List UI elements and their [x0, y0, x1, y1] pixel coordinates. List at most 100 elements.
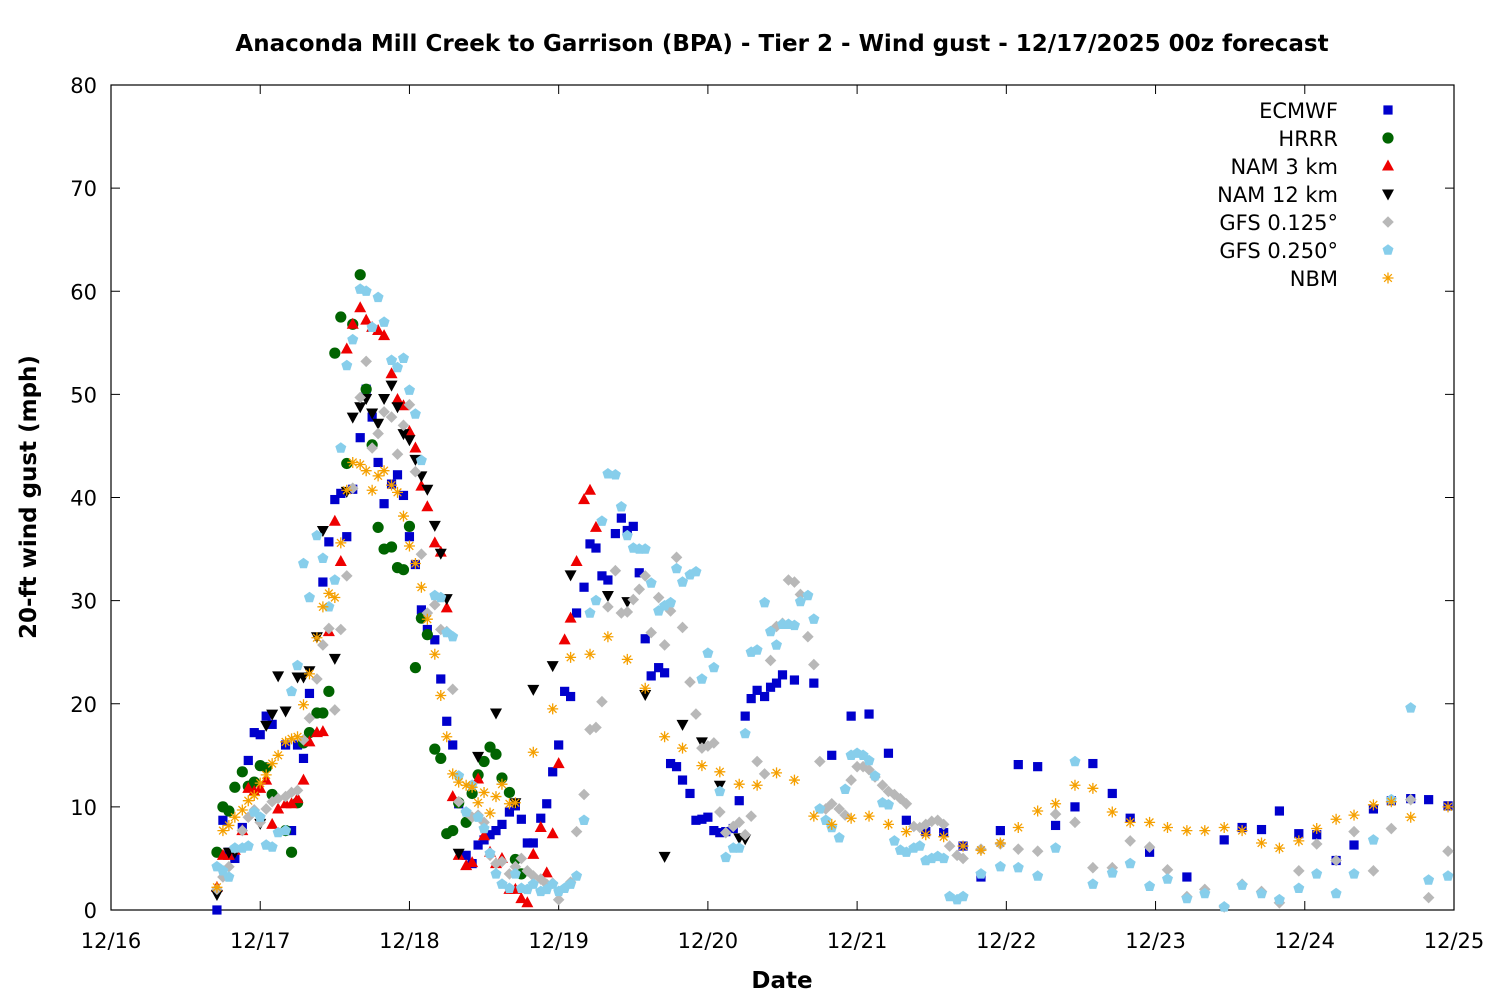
data-point	[304, 688, 315, 699]
data-point	[1442, 845, 1454, 858]
data-point	[391, 402, 404, 414]
data-point	[434, 548, 447, 560]
data-point	[261, 711, 271, 721]
data-point	[602, 631, 614, 643]
data-point	[272, 749, 284, 761]
data-point	[564, 570, 577, 582]
data-point	[639, 689, 652, 701]
data-point	[808, 613, 820, 624]
data-point	[676, 719, 689, 731]
data-point	[1348, 868, 1360, 879]
data-point	[808, 658, 820, 671]
data-point	[447, 824, 459, 837]
data-point	[1311, 868, 1323, 879]
legend-label: ECMWF	[1259, 99, 1338, 123]
data-point	[1033, 762, 1043, 772]
data-point	[260, 803, 272, 815]
data-point	[602, 601, 614, 613]
data-point	[814, 803, 826, 814]
data-point	[1182, 872, 1192, 882]
data-point	[1050, 820, 1061, 831]
series-nam-3-km	[210, 301, 602, 908]
y-tick-label: 80	[70, 74, 97, 98]
data-point	[789, 675, 800, 685]
data-point	[324, 537, 334, 547]
data-point	[826, 818, 838, 830]
data-point	[579, 582, 589, 592]
data-point	[285, 797, 298, 809]
data-point	[460, 779, 472, 791]
data-point	[527, 684, 540, 696]
data-point	[297, 672, 310, 684]
data-point	[864, 709, 874, 719]
data-point	[690, 566, 702, 577]
data-point	[447, 768, 459, 780]
data-point	[354, 391, 367, 404]
data-point	[347, 333, 359, 345]
data-point	[542, 799, 552, 809]
data-point	[914, 840, 926, 851]
data-point	[385, 380, 398, 392]
data-point	[715, 828, 725, 838]
data-point	[391, 448, 404, 460]
data-point	[509, 860, 522, 873]
data-point	[323, 622, 335, 635]
data-point	[1293, 865, 1305, 877]
data-point	[292, 731, 304, 743]
data-point	[536, 813, 546, 823]
data-point	[298, 557, 309, 569]
data-point	[236, 766, 248, 778]
data-point	[409, 465, 422, 478]
data-point	[590, 721, 602, 734]
data-point	[236, 804, 248, 816]
data-point	[558, 633, 571, 645]
data-point	[527, 878, 539, 889]
data-point	[303, 735, 316, 747]
data-point	[1273, 842, 1285, 854]
data-point	[485, 830, 495, 840]
data-point	[416, 605, 426, 615]
data-point	[590, 594, 602, 606]
data-point	[1423, 874, 1435, 885]
data-point	[994, 860, 1006, 872]
data-point	[957, 852, 969, 865]
data-point	[211, 881, 223, 893]
data-point	[901, 815, 911, 825]
data-point	[601, 590, 614, 602]
data-point	[266, 817, 279, 829]
data-point	[639, 570, 652, 582]
data-point	[794, 595, 806, 607]
data-point	[1218, 822, 1230, 833]
data-point	[355, 433, 365, 443]
data-point	[900, 846, 912, 857]
data-point	[1050, 798, 1062, 810]
data-point	[323, 587, 335, 599]
legend-label: NAM 12 km	[1217, 183, 1338, 207]
data-point	[490, 857, 502, 870]
data-point	[255, 730, 265, 740]
data-point	[734, 796, 744, 806]
data-point	[223, 871, 235, 882]
data-point	[570, 825, 583, 838]
legend-marker	[1382, 272, 1394, 284]
data-point	[640, 634, 650, 644]
data-point	[602, 468, 614, 479]
data-points	[210, 269, 1454, 915]
data-point	[354, 269, 366, 281]
data-point	[242, 795, 254, 807]
data-point	[442, 716, 452, 726]
data-point	[720, 851, 732, 863]
data-point	[845, 774, 857, 786]
data-point	[714, 785, 726, 797]
data-point	[770, 620, 783, 633]
x-tick-label: 12/24	[1275, 929, 1336, 953]
x-tick-label: 12/18	[379, 929, 440, 953]
data-point	[589, 520, 602, 532]
data-point	[900, 826, 912, 838]
data-point	[330, 494, 340, 505]
plot-area	[110, 84, 1455, 911]
data-point	[645, 577, 657, 588]
data-point	[597, 571, 607, 581]
data-point	[546, 827, 559, 839]
series-nbm	[211, 456, 1454, 893]
